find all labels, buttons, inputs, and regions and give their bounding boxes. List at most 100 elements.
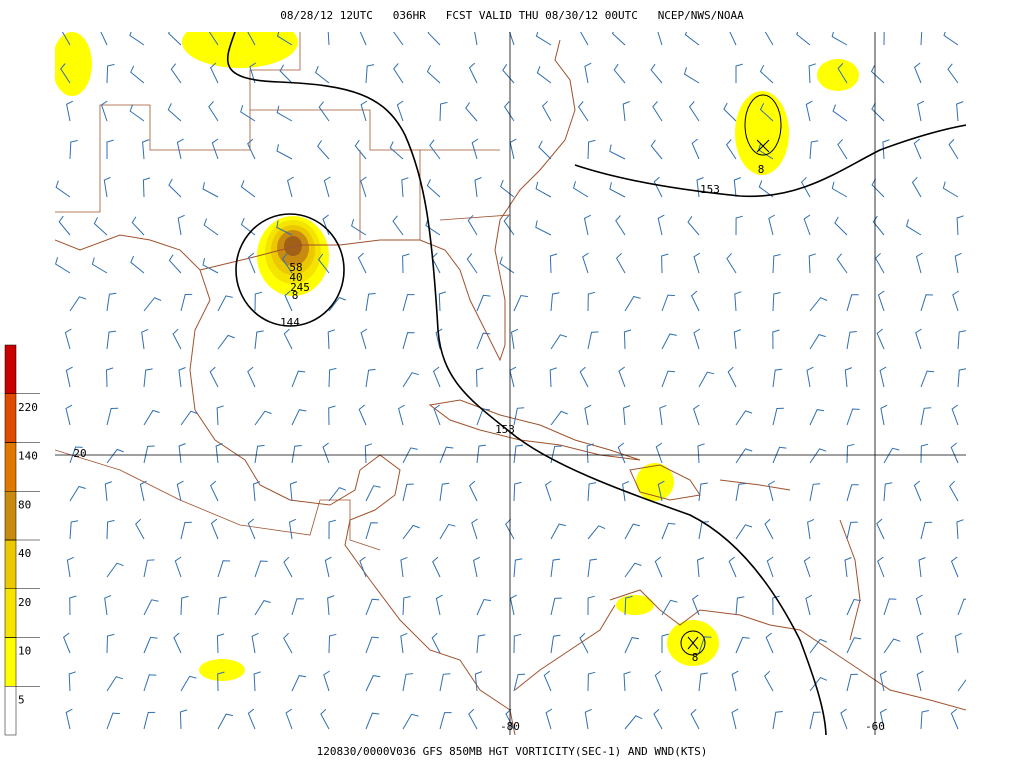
wind-barb [505, 518, 515, 540]
wind-barb [179, 709, 188, 730]
wind-barb [58, 215, 71, 236]
wind-barb [143, 559, 155, 578]
wind-barb [143, 636, 158, 654]
wind-barb [360, 176, 367, 198]
wind-barb [728, 556, 737, 578]
wind-barb [587, 139, 596, 160]
wind-barb [439, 482, 450, 502]
wind-barb [809, 297, 828, 312]
wind-barb [846, 637, 862, 654]
colorbar-label: 220 [18, 401, 38, 414]
wind-barb [655, 442, 663, 464]
wind-barb [143, 674, 157, 692]
wind-barb [948, 139, 959, 160]
wind-barb [549, 253, 558, 274]
wind-barb [957, 679, 966, 692]
wind-barb [217, 560, 231, 578]
wind-barb [772, 368, 783, 388]
wind-barb [328, 633, 337, 654]
wind-barb [180, 410, 198, 426]
wind-barb [617, 442, 626, 464]
wind-barb [473, 556, 481, 578]
wind-barb [168, 254, 182, 274]
wind-barb [913, 138, 922, 160]
wind-barb [957, 330, 966, 350]
wind-barb [876, 518, 885, 540]
wind-barb [176, 138, 184, 160]
wind-barb [836, 253, 848, 274]
vorticity-shading [55, 32, 859, 681]
wind-barb [253, 671, 261, 692]
wind-barb [543, 670, 552, 692]
wind-barb [915, 328, 922, 350]
colorbar-band [4, 491, 17, 541]
wind-barb [168, 178, 182, 198]
contour-label: 144 [280, 316, 300, 329]
wind-barb [432, 366, 441, 388]
wind-barb [550, 445, 562, 464]
wind-barb [433, 404, 441, 426]
wind-barb [846, 673, 858, 692]
wind-barb [957, 368, 966, 388]
wind-barb [173, 632, 182, 654]
wind-barb [584, 708, 592, 730]
wind-barb [661, 370, 676, 388]
wind-barb [883, 32, 885, 46]
wind-barb [624, 595, 633, 616]
wind-barb [691, 138, 700, 160]
wind-barb [358, 404, 367, 426]
wind-barb [947, 63, 959, 84]
wind-barb [661, 633, 669, 653]
wind-barb [426, 65, 441, 84]
wind-barb [654, 670, 663, 692]
contour-labels: 153 153 144 8 8 8 58 40 245 [280, 163, 764, 664]
wind-barb [439, 446, 454, 464]
contour-label: 8 [292, 289, 299, 302]
wind-barb [624, 562, 642, 578]
wind-barb [252, 481, 261, 502]
wind-barb [402, 524, 420, 540]
wind-barb [139, 480, 147, 502]
wind-barb [579, 632, 589, 654]
wind-barb [429, 139, 441, 160]
wind-barb [582, 252, 589, 274]
wind-barb [281, 253, 293, 274]
wind-barb [772, 407, 784, 426]
wind-barb [105, 367, 114, 388]
wind-barb [283, 328, 293, 350]
wind-barb [291, 445, 302, 464]
wind-barb [772, 446, 787, 464]
wind-barb [435, 594, 443, 616]
wind-barb [803, 556, 811, 578]
wind-barb [734, 291, 742, 312]
wind-barb [587, 482, 597, 502]
wind-barb [328, 519, 337, 540]
wind-barb [474, 32, 478, 46]
wind-barb [209, 366, 219, 388]
wind-barb [357, 252, 367, 274]
wind-barb [913, 480, 922, 502]
wind-barb [733, 329, 741, 350]
wind-barb [400, 632, 408, 654]
wind-barb [846, 331, 857, 350]
wind-barb [871, 102, 885, 122]
wind-barb [143, 445, 155, 464]
wind-barb [765, 632, 774, 654]
wind-barb [209, 62, 219, 84]
wind-barb [731, 708, 739, 730]
wind-barb [650, 63, 663, 84]
wind-barb [328, 296, 346, 312]
wind-barb [954, 252, 962, 274]
wind-barb [365, 675, 381, 692]
wind-barb [276, 32, 293, 46]
wind-barb [365, 598, 380, 616]
wind-barb [427, 32, 441, 46]
wind-barb [287, 176, 294, 198]
wind-barb [208, 101, 219, 122]
wind-barb [879, 670, 887, 692]
wind-barb [402, 253, 410, 274]
wind-barb [690, 290, 700, 312]
wind-barb [573, 181, 589, 198]
wind-barb [915, 594, 923, 616]
wind-barb [870, 65, 885, 84]
